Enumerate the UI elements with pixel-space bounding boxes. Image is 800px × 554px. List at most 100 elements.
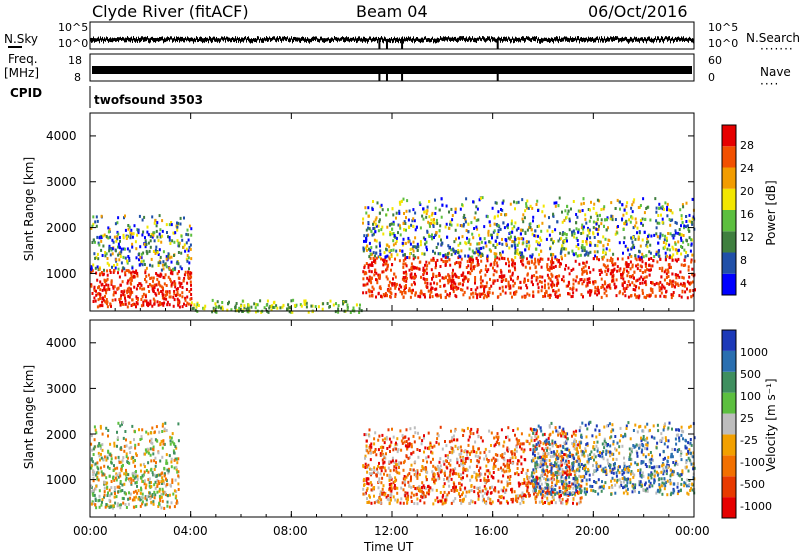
data-cell: [670, 296, 673, 300]
data-cell: [169, 277, 172, 281]
data-cell: [97, 467, 100, 471]
data-cell: [177, 251, 180, 254]
data-cell: [147, 470, 150, 474]
noise-sample: [430, 38, 431, 43]
noise-sample: [149, 38, 150, 44]
noise-sample: [238, 38, 239, 43]
data-cell: [486, 215, 489, 219]
data-cell: [501, 237, 503, 241]
data-cell: [522, 220, 525, 224]
data-cell: [628, 253, 631, 257]
noise-tick-low-left: 10^0: [58, 37, 89, 50]
data-cell: [470, 484, 473, 487]
data-cell: [561, 233, 564, 237]
noise-sample: [309, 38, 310, 44]
noise-sample: [384, 36, 385, 41]
noise-sample: [576, 38, 577, 43]
data-cell: [688, 236, 691, 240]
data-cell: [118, 503, 121, 507]
data-cell: [464, 275, 467, 279]
data-cell: [93, 445, 96, 449]
noise-sample: [180, 36, 181, 42]
noise-sample: [366, 38, 367, 42]
data-cell: [528, 442, 531, 446]
data-cell: [389, 223, 392, 226]
data-cell: [149, 299, 152, 303]
data-cell: [144, 271, 147, 275]
noise-sample: [596, 36, 597, 41]
data-cell: [483, 237, 486, 241]
data-cell: [660, 287, 663, 291]
data-cell: [99, 280, 102, 284]
data-cell: [399, 290, 402, 294]
data-cell: [144, 448, 147, 452]
data-cell: [429, 224, 431, 228]
data-cell: [151, 426, 154, 430]
data-cell: [272, 301, 275, 305]
noise-sample: [488, 36, 489, 41]
noise-sample: [424, 36, 425, 40]
data-cell: [378, 220, 381, 224]
data-cell: [135, 301, 138, 304]
data-cell: [501, 256, 503, 260]
noise-sample: [655, 36, 656, 40]
data-cell: [408, 484, 411, 488]
data-cell: [134, 475, 137, 479]
noise-sample: [158, 38, 159, 42]
data-cell: [177, 262, 180, 266]
data-cell: [659, 234, 662, 238]
data-cell: [676, 259, 678, 263]
data-cell: [469, 267, 472, 271]
data-cell: [116, 237, 119, 241]
data-cell: [275, 304, 278, 308]
data-cell: [410, 500, 413, 503]
data-cell: [115, 239, 118, 243]
data-cell: [548, 478, 551, 482]
noise-sample: [268, 37, 269, 42]
noise-sample: [250, 38, 251, 44]
data-cell: [164, 491, 167, 495]
noise-sample: [227, 36, 228, 42]
noise-sample: [547, 38, 548, 43]
data-cell: [413, 280, 416, 284]
data-cell: [538, 243, 541, 247]
data-cell: [128, 259, 131, 262]
data-cell: [135, 305, 137, 309]
data-cell: [146, 225, 149, 229]
data-cell: [387, 284, 390, 288]
data-cell: [569, 472, 572, 476]
data-cell: [521, 252, 524, 256]
data-cell: [161, 482, 163, 485]
data-cell: [655, 210, 658, 214]
data-cell: [521, 482, 524, 485]
data-cell: [621, 217, 624, 221]
data-cell: [478, 456, 481, 460]
noise-sample: [548, 37, 549, 42]
data-cell: [130, 228, 133, 232]
data-cell: [578, 466, 580, 470]
data-cell: [141, 233, 144, 237]
data-cell: [489, 241, 492, 245]
noise-sample: [463, 36, 464, 40]
data-cell: [456, 223, 459, 227]
data-cell: [485, 264, 487, 268]
data-cell: [383, 466, 386, 470]
data-cell: [554, 204, 557, 208]
data-cell: [161, 292, 164, 296]
data-cell: [128, 278, 131, 282]
data-cell: [541, 221, 544, 225]
data-cell: [536, 225, 539, 228]
data-cell: [131, 245, 134, 249]
data-cell: [607, 226, 609, 230]
data-cell: [514, 237, 517, 241]
data-cell: [380, 203, 383, 207]
data-cell: [105, 279, 108, 283]
data-cell: [164, 273, 167, 277]
noise-sample: [297, 37, 298, 42]
data-cell: [136, 233, 139, 237]
data-cell: [105, 458, 108, 462]
data-cell: [134, 271, 136, 274]
data-cell: [451, 284, 454, 287]
data-cell: [388, 476, 391, 480]
data-cell: [625, 219, 628, 223]
